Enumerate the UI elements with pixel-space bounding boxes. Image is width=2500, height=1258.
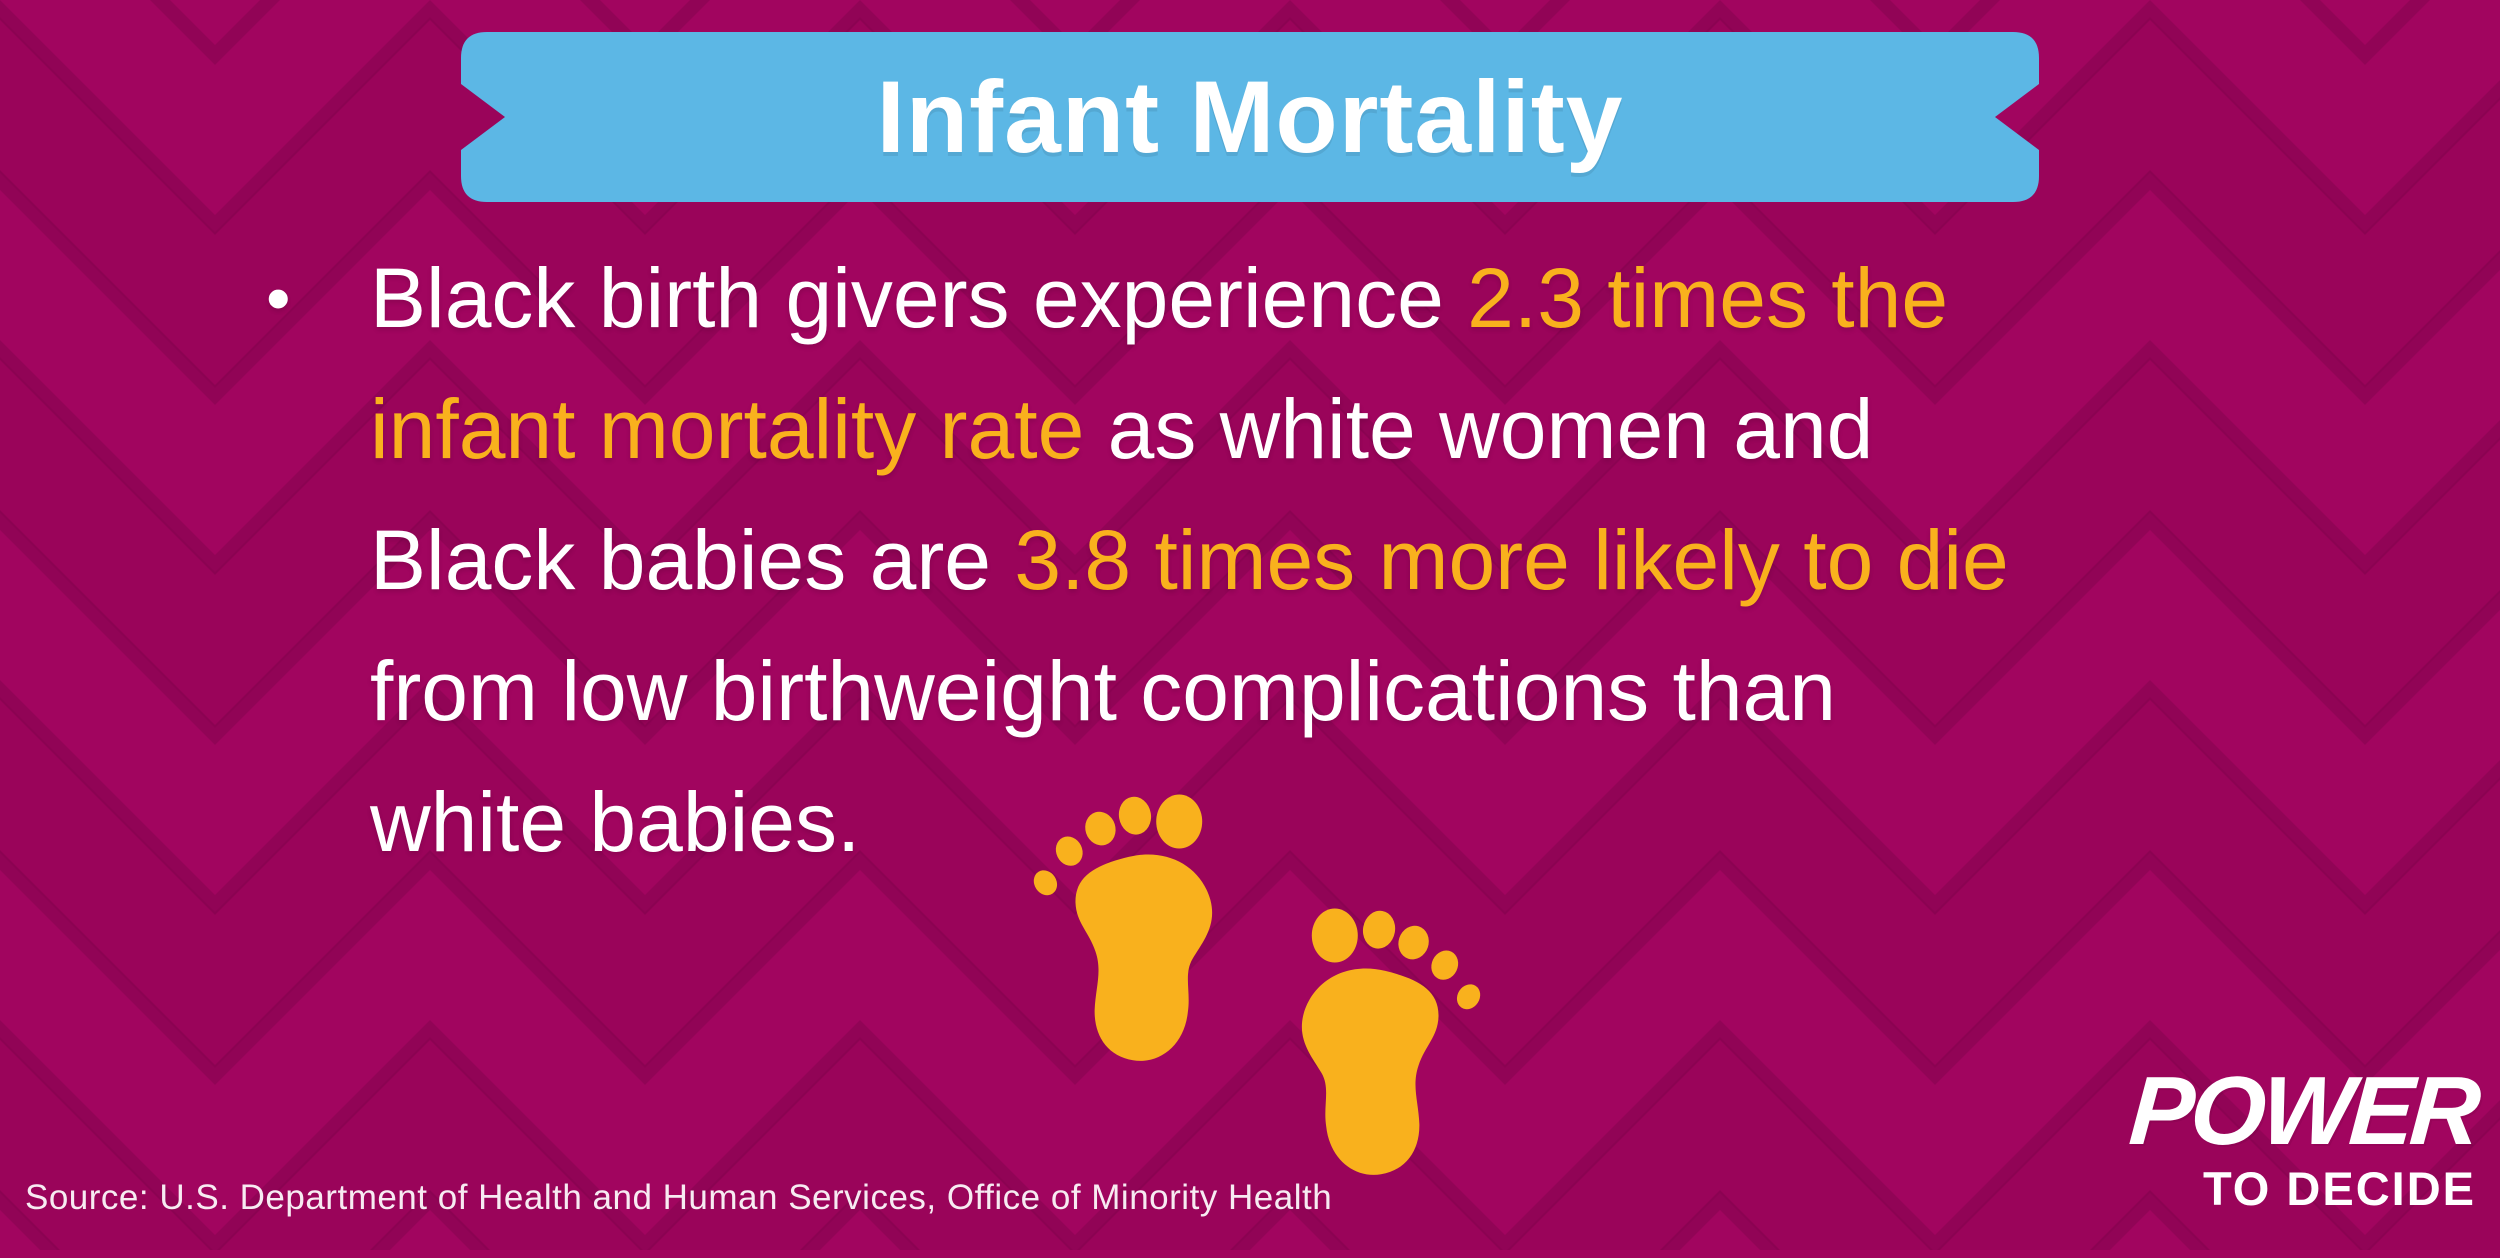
footprint-toe xyxy=(1431,950,1459,980)
footprint-toe xyxy=(1033,870,1058,896)
stat-highlight: 3.8 times more likely to die xyxy=(1014,513,2009,607)
text-line-5: white babies. xyxy=(370,757,2272,888)
title-ribbon: Infant Mortality xyxy=(461,32,2039,202)
power-to-decide-logo: POWER TO DECIDE xyxy=(2126,1056,2480,1215)
footprint-big-toe xyxy=(1156,794,1203,849)
text-segment: from low birthweight complications than xyxy=(370,644,1836,738)
footprint-toe xyxy=(1118,796,1152,835)
footprint-big-toe xyxy=(1311,908,1358,963)
stat-highlight: 2.3 times the xyxy=(1467,251,1949,345)
logo-power-wordmark: POWER xyxy=(2125,1056,2480,1165)
text-segment: as white women and xyxy=(1107,382,1874,476)
text-segment: Black babies are xyxy=(370,513,1015,607)
footprint-sole xyxy=(1301,968,1439,1175)
text-segment: Black birth givers experience xyxy=(370,251,1468,345)
text-segment: white babies. xyxy=(370,775,861,869)
text-line-1: Black birth givers experience 2.3 times … xyxy=(370,233,2272,364)
page-title: Infant Mortality xyxy=(876,59,1624,174)
left-footprint xyxy=(1033,794,1213,1061)
baby-footprints-icon xyxy=(1033,794,1481,1175)
logo-to-decide-wordmark: TO DECIDE xyxy=(2202,1162,2476,1215)
text-line-4: from low birthweight complications than xyxy=(370,626,2272,757)
footprint-toe xyxy=(1055,836,1083,866)
stat-highlight: infant mortality rate xyxy=(370,382,1108,476)
source-attribution: Source: U.S. Department of Health and Hu… xyxy=(25,1178,1333,1217)
footprint-toe xyxy=(1398,925,1429,960)
text-line-2: infant mortality rate as white women and xyxy=(370,364,2272,495)
footprint-toe xyxy=(1085,811,1116,846)
footprint-toe xyxy=(1362,910,1396,949)
footprint-sole xyxy=(1075,854,1213,1061)
footprint-toe xyxy=(1456,984,1481,1010)
text-line-3: Black babies are 3.8 times more likely t… xyxy=(370,495,2272,626)
ribbon-shape xyxy=(461,32,2039,202)
ribbon-banner-shape xyxy=(461,32,2039,202)
bullet-marker: • xyxy=(266,259,291,337)
statistic-text: Black birth givers experience 2.3 times … xyxy=(370,233,2272,888)
right-footprint xyxy=(1301,908,1481,1175)
statistic-bullet-item: • Black birth givers experience 2.3 time… xyxy=(252,233,2272,888)
